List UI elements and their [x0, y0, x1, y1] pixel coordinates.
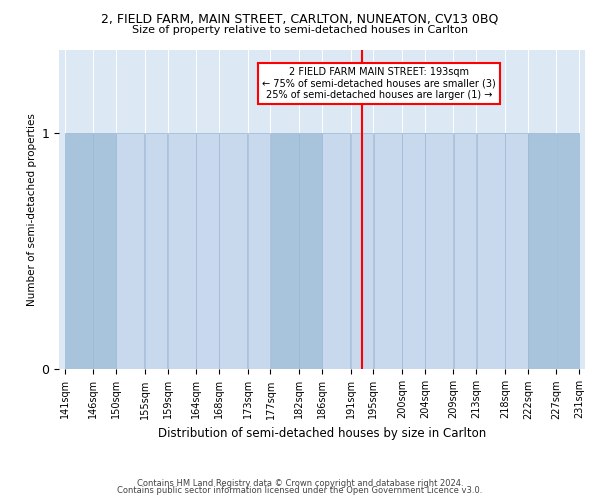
Text: 2 FIELD FARM MAIN STREET: 193sqm
← 75% of semi-detached houses are smaller (3)
2: 2 FIELD FARM MAIN STREET: 193sqm ← 75% o… [262, 66, 496, 100]
Bar [271, 133, 299, 370]
Y-axis label: Number of semi-detached properties: Number of semi-detached properties [27, 114, 37, 306]
Bar [374, 133, 402, 370]
Bar [94, 133, 116, 370]
Text: Contains public sector information licensed under the Open Government Licence v3: Contains public sector information licen… [118, 486, 482, 495]
Bar [116, 133, 145, 370]
Bar [299, 133, 322, 370]
Bar [196, 133, 219, 370]
Bar [557, 133, 579, 370]
Bar [248, 133, 270, 370]
Bar [322, 133, 350, 370]
Text: Size of property relative to semi-detached houses in Carlton: Size of property relative to semi-detach… [132, 25, 468, 35]
X-axis label: Distribution of semi-detached houses by size in Carlton: Distribution of semi-detached houses by … [158, 427, 486, 440]
Bar [402, 133, 425, 370]
Bar [219, 133, 247, 370]
Text: 2, FIELD FARM, MAIN STREET, CARLTON, NUNEATON, CV13 0BQ: 2, FIELD FARM, MAIN STREET, CARLTON, NUN… [101, 12, 499, 26]
Bar [454, 133, 476, 370]
Bar [425, 133, 453, 370]
Bar [528, 133, 556, 370]
Text: Contains HM Land Registry data © Crown copyright and database right 2024.: Contains HM Land Registry data © Crown c… [137, 478, 463, 488]
Bar [351, 133, 373, 370]
Bar [145, 133, 167, 370]
Bar [505, 133, 527, 370]
Bar [476, 133, 505, 370]
Bar [65, 133, 93, 370]
Bar [168, 133, 196, 370]
